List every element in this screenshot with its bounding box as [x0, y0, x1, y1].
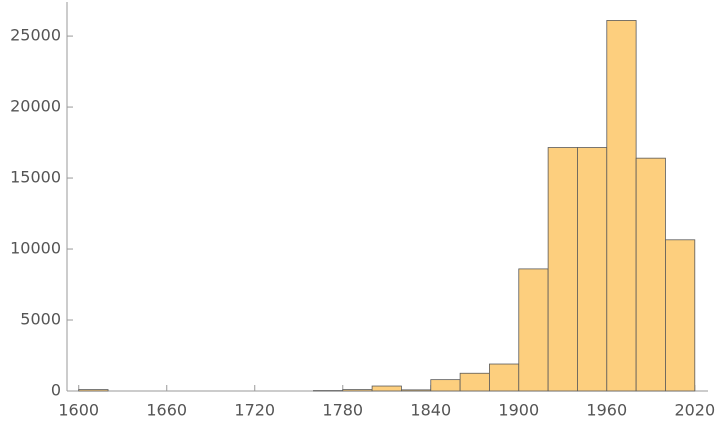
- bar: [342, 389, 373, 392]
- bar: [547, 147, 578, 392]
- x-tick-label: 1960: [586, 401, 627, 420]
- x-tick-label: 1780: [322, 401, 363, 420]
- bar: [459, 372, 490, 392]
- bar: [606, 20, 637, 392]
- x-tick-label: 1720: [234, 401, 275, 420]
- bar: [401, 389, 432, 392]
- bar: [665, 239, 696, 392]
- bar: [577, 147, 608, 392]
- y-tick-label: 0: [51, 381, 61, 400]
- bar: [78, 389, 109, 392]
- y-tick-label: 15000: [10, 168, 61, 187]
- bar: [489, 363, 520, 392]
- y-tick-label: 20000: [10, 97, 61, 116]
- y-tick-label: 5000: [20, 310, 61, 329]
- x-tick-label: 1840: [410, 401, 451, 420]
- x-tick-label: 2020: [674, 401, 715, 420]
- x-tick-label: 1660: [146, 401, 187, 420]
- bar: [518, 268, 549, 392]
- bar: [430, 379, 461, 392]
- bar: [635, 157, 666, 392]
- bar: [371, 385, 402, 392]
- x-tick-label: 1900: [498, 401, 539, 420]
- y-tick-label: 25000: [10, 26, 61, 45]
- x-tick-label: 1600: [58, 401, 99, 420]
- y-tick-label: 10000: [10, 239, 61, 258]
